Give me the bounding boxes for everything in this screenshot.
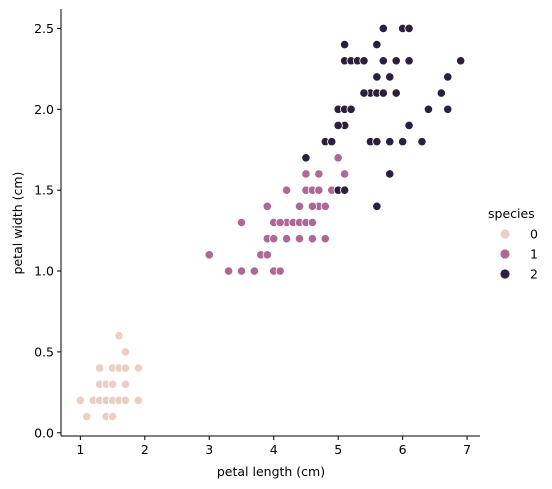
point-species-2-18 bbox=[423, 104, 434, 114]
point-species-2-32 bbox=[359, 56, 369, 66]
y-tick-label-2: 1.0 bbox=[34, 264, 54, 279]
point-species-2-33 bbox=[378, 56, 388, 66]
x-axis-ticks: 1 2 3 4 5 6 7 bbox=[76, 436, 471, 457]
point-species-0-18 bbox=[120, 363, 131, 373]
x-tick-label-0: 1 bbox=[76, 442, 84, 457]
point-species-0-7 bbox=[120, 395, 131, 406]
point-species-2-4 bbox=[301, 153, 311, 163]
point-species-2-34 bbox=[391, 56, 401, 66]
y-tick-label-3: 1.5 bbox=[34, 183, 54, 198]
point-species-1-21 bbox=[262, 201, 272, 211]
point-species-0-20 bbox=[120, 347, 131, 357]
point-species-1-2 bbox=[236, 266, 247, 276]
point-species-0-14 bbox=[120, 379, 131, 389]
point-species-1-29 bbox=[282, 185, 292, 195]
x-tick-label-2: 3 bbox=[205, 442, 213, 457]
point-species-2-8 bbox=[372, 137, 382, 147]
point-species-2-28 bbox=[443, 72, 453, 82]
point-species-1-8 bbox=[236, 217, 247, 228]
point-species-1-3 bbox=[249, 266, 259, 276]
x-tick-label-1: 2 bbox=[141, 442, 149, 457]
point-species-0-8 bbox=[133, 395, 143, 406]
point-species-2-37 bbox=[340, 39, 350, 50]
point-species-1-36 bbox=[307, 234, 317, 244]
point-species-1-0 bbox=[204, 250, 214, 260]
x-tick-label-5: 6 bbox=[399, 442, 407, 457]
point-species-2-38 bbox=[372, 39, 382, 50]
point-species-2-9 bbox=[385, 137, 395, 147]
point-species-2-26 bbox=[372, 72, 382, 82]
point-species-2-10 bbox=[398, 137, 408, 147]
legend-marker-0 bbox=[499, 228, 511, 240]
point-species-0-15 bbox=[95, 363, 105, 373]
y-tick-label-1: 0.5 bbox=[34, 344, 54, 359]
point-species-2-27 bbox=[385, 72, 395, 82]
point-species-2-22 bbox=[378, 88, 388, 98]
point-species-2-13 bbox=[333, 120, 343, 131]
plot-area bbox=[75, 23, 466, 422]
point-species-2-3 bbox=[385, 169, 395, 179]
x-tick-label-6: 7 bbox=[463, 442, 471, 457]
point-species-2-1 bbox=[340, 185, 350, 195]
point-species-1-30 bbox=[301, 169, 311, 179]
legend-label-0: 0 bbox=[530, 227, 538, 242]
point-species-1-1 bbox=[224, 266, 234, 276]
point-species-0-10 bbox=[107, 411, 118, 422]
point-species-2-19 bbox=[443, 104, 453, 114]
point-species-1-35 bbox=[320, 234, 330, 244]
point-species-2-23 bbox=[391, 88, 401, 98]
point-species-1-23 bbox=[307, 201, 317, 211]
point-species-0-19 bbox=[133, 363, 143, 373]
point-species-1-5 bbox=[275, 266, 285, 276]
point-species-1-24 bbox=[320, 201, 330, 211]
point-species-0-1 bbox=[82, 411, 92, 422]
point-species-0-21 bbox=[114, 331, 124, 341]
point-species-1-7 bbox=[262, 250, 272, 260]
legend: species 0 1 2 bbox=[488, 206, 538, 282]
point-species-1-33 bbox=[333, 153, 343, 163]
point-species-2-40 bbox=[404, 23, 414, 34]
point-species-1-32 bbox=[340, 169, 350, 179]
point-species-2-25 bbox=[359, 88, 369, 98]
point-species-1-31 bbox=[314, 169, 324, 179]
point-species-0-13 bbox=[107, 379, 118, 389]
legend-title: species bbox=[488, 206, 535, 221]
point-species-2-2 bbox=[372, 201, 382, 211]
y-tick-label-0: 0.0 bbox=[34, 425, 54, 440]
point-species-2-6 bbox=[327, 137, 337, 147]
x-tick-label-4: 5 bbox=[334, 442, 342, 457]
y-tick-label-4: 2.0 bbox=[34, 102, 54, 117]
point-species-2-36 bbox=[456, 56, 466, 66]
legend-marker-2 bbox=[499, 268, 511, 280]
legend-label-1: 1 bbox=[530, 247, 538, 262]
point-species-2-17 bbox=[346, 104, 356, 114]
x-axis-label: petal length (cm) bbox=[217, 464, 325, 479]
point-species-1-11 bbox=[282, 234, 292, 244]
point-species-0-0 bbox=[75, 395, 85, 406]
point-species-1-10 bbox=[269, 234, 279, 244]
x-tick-label-3: 4 bbox=[270, 442, 278, 457]
point-species-1-37 bbox=[275, 217, 285, 228]
point-species-1-27 bbox=[314, 185, 324, 195]
point-species-2-24 bbox=[436, 88, 446, 98]
legend-marker-1 bbox=[499, 248, 511, 260]
point-species-2-14 bbox=[404, 120, 414, 131]
point-species-1-12 bbox=[294, 234, 305, 244]
legend-label-2: 2 bbox=[530, 267, 538, 282]
y-axis-ticks: 0.0 0.5 1.0 1.5 2.0 2.5 bbox=[34, 21, 61, 440]
point-species-2-41 bbox=[378, 23, 388, 34]
y-axis-label: petal width (cm) bbox=[10, 172, 25, 275]
point-species-2-35 bbox=[404, 56, 414, 66]
y-tick-label-5: 2.5 bbox=[34, 21, 54, 36]
point-species-1-19 bbox=[307, 217, 317, 228]
point-species-1-22 bbox=[294, 201, 305, 211]
point-species-2-11 bbox=[417, 137, 427, 147]
